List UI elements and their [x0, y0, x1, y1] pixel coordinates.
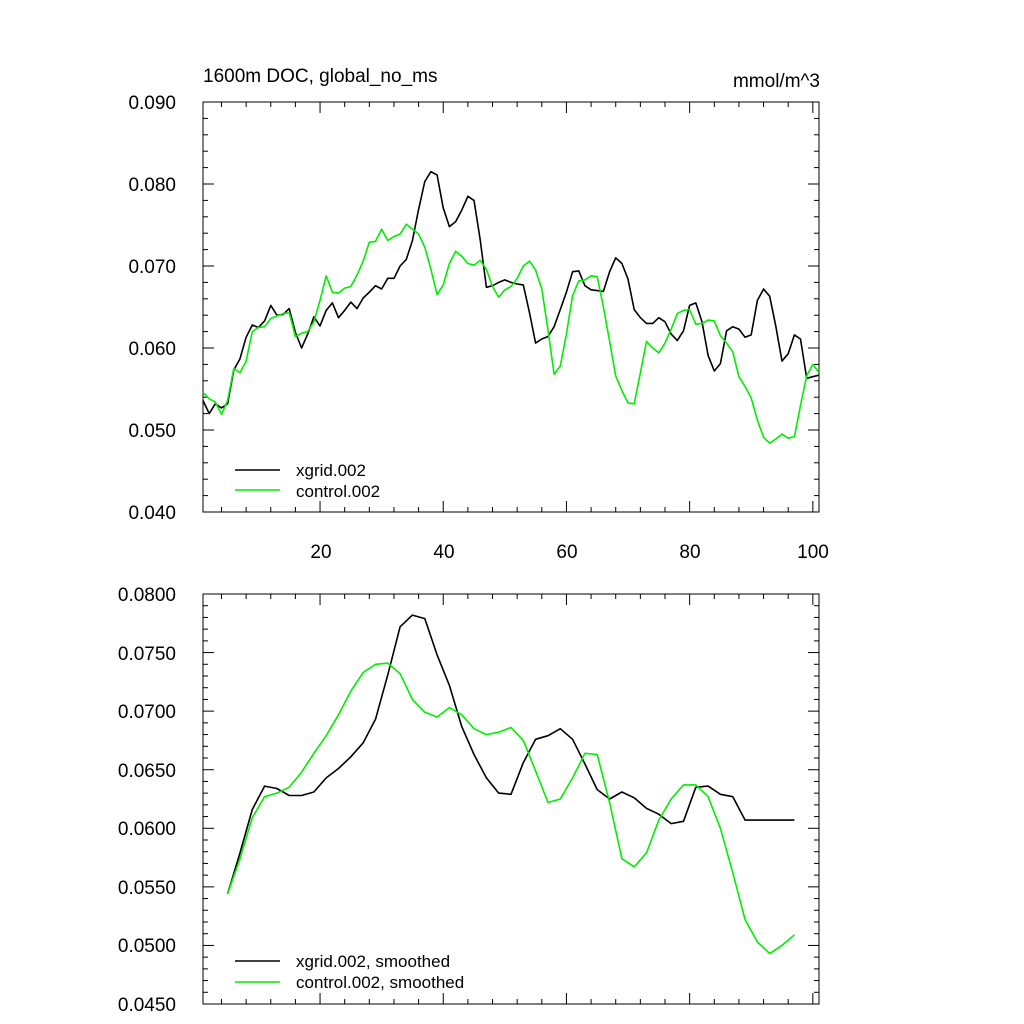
top-chart-ticks: [203, 101, 819, 513]
bottom-chart-panel: 0.0450 0.0500 0.0550 0.0600 0.0650 0.070…: [118, 585, 820, 1016]
y-tick-label: 0.080: [128, 175, 176, 196]
top-chart-legend: xgrid.002 control.002: [235, 461, 380, 501]
y-tick-label: 0.0500: [118, 936, 176, 957]
x-tick-label: 100: [797, 542, 829, 563]
y-tick-label: 0.0700: [118, 702, 176, 723]
top-chart-frame: [202, 101, 820, 513]
bottom-chart-frame: [202, 593, 820, 1005]
y-tick-label: 0.0550: [118, 878, 176, 899]
top-chart-units: mmol/m^3: [733, 71, 820, 92]
y-tick-label: 0.0800: [118, 585, 176, 606]
y-tick-label: 0.0600: [118, 819, 176, 840]
y-tick-label: 0.0750: [118, 644, 176, 665]
series-line-control-002-smoothed: [226, 662, 795, 955]
bottom-chart-legend: xgrid.002, smoothed control.002, smoothe…: [235, 952, 464, 992]
series-line-xgrid-002: [202, 170, 820, 415]
x-tick-label: 20: [310, 542, 331, 563]
top-chart-title: 1600m DOC, global_no_ms: [203, 66, 437, 87]
legend-label-xgrid-002: xgrid.002: [296, 461, 366, 480]
y-tick-label: 0.050: [128, 421, 176, 442]
top-chart-panel: 1600m DOC, global_no_ms mmol/m^3 20 40 6…: [128, 66, 828, 563]
y-tick-label: 0.0450: [118, 995, 176, 1016]
y-tick-label: 0.090: [128, 93, 176, 114]
legend-label-control-002-smoothed: control.002, smoothed: [296, 973, 464, 992]
y-tick-label: 0.040: [128, 503, 176, 524]
x-tick-label: 40: [433, 542, 454, 563]
y-tick-label: 0.0650: [118, 761, 176, 782]
legend-label-control-002: control.002: [296, 482, 380, 501]
legend-label-xgrid-002-smoothed: xgrid.002, smoothed: [296, 952, 450, 971]
y-tick-label: 0.060: [128, 339, 176, 360]
y-tick-label: 0.070: [128, 257, 176, 278]
series-line-control-002: [202, 223, 820, 444]
bottom-chart-ticks: [203, 593, 819, 1005]
x-tick-label: 60: [556, 542, 577, 563]
top-chart-x-tick-labels: 20 40 60 80 100: [310, 542, 828, 563]
bottom-chart-y-tick-labels: 0.0450 0.0500 0.0550 0.0600 0.0650 0.070…: [118, 585, 176, 1016]
series-line-xgrid-002-smoothed: [226, 614, 795, 895]
x-tick-label: 80: [679, 542, 700, 563]
top-chart-y-tick-labels: 0.040 0.050 0.060 0.070 0.080 0.090: [128, 93, 176, 524]
